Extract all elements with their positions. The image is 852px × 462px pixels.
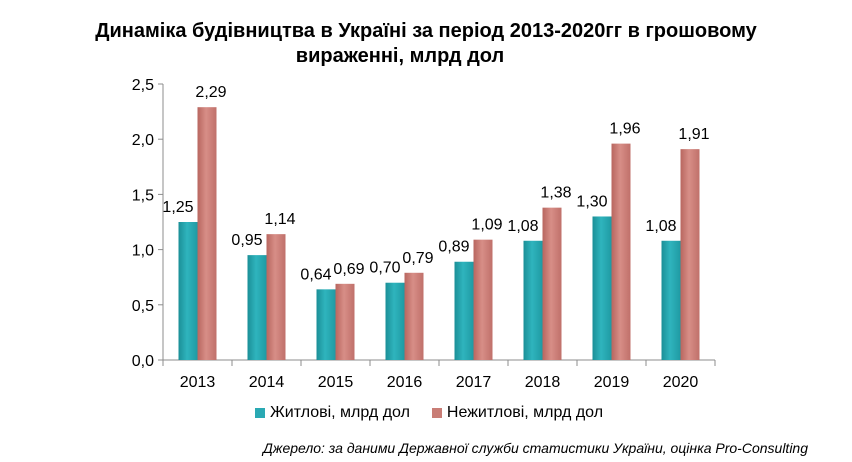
- x-tick-label: 2017: [456, 374, 492, 391]
- bar-residential: [385, 282, 405, 360]
- x-tick-label: 2018: [525, 374, 561, 391]
- x-tick-label: 2020: [663, 374, 699, 391]
- data-label-residential: 0,70: [369, 260, 400, 277]
- data-label-nonresidential: 1,09: [471, 217, 502, 234]
- data-label-residential: 1,30: [576, 193, 607, 210]
- legend-label-residential: Житлові, млрд дол: [270, 404, 410, 421]
- bar-residential: [178, 222, 198, 360]
- x-tick-label: 2014: [249, 374, 285, 391]
- source-note: Джерело: за даними Державної служби стат…: [262, 440, 808, 456]
- data-label-nonresidential: 0,69: [333, 261, 364, 278]
- data-label-nonresidential: 2,29: [195, 84, 226, 101]
- data-label-residential: 1,08: [507, 218, 538, 235]
- y-tick-label: 1,0: [132, 243, 154, 260]
- y-tick-label: 2,0: [132, 132, 154, 149]
- data-label-nonresidential: 1,14: [264, 211, 295, 228]
- y-tick-label: 2,5: [132, 77, 154, 94]
- bar-nonresidential: [266, 234, 286, 360]
- data-label-residential: 1,08: [645, 218, 676, 235]
- x-tick-label: 2013: [180, 374, 216, 391]
- legend-label-nonresidential: Нежитлові, млрд дол: [446, 404, 604, 421]
- plot-area: 0,0 0,5 1,0 1,5 2,0 2,5 2013 2014 2015 2016 2017 20…: [132, 77, 716, 391]
- bar-nonresidential: [473, 239, 493, 360]
- bar-nonresidential: [680, 149, 700, 360]
- bar-residential: [661, 240, 681, 360]
- bar-residential: [454, 261, 474, 360]
- bar-nonresidential: [335, 283, 355, 360]
- legend-swatch-nonresidential: [431, 408, 442, 418]
- bar-residential: [592, 216, 612, 360]
- legend-swatch-residential: [255, 408, 265, 418]
- chart-title-line-1: Динаміка будівництва в Україні за період…: [95, 20, 757, 42]
- bar-nonresidential: [404, 272, 424, 360]
- x-tick-label: 2016: [387, 374, 423, 391]
- data-label-residential: 0,89: [438, 239, 469, 256]
- data-label-nonresidential: 1,96: [609, 121, 640, 138]
- bar-residential: [247, 255, 267, 360]
- bar-residential: [523, 240, 543, 360]
- data-label-nonresidential: 1,91: [678, 126, 709, 143]
- x-tick-label: 2015: [318, 374, 354, 391]
- data-label-residential: 1,25: [162, 199, 193, 216]
- data-label-residential: 0,64: [300, 266, 331, 283]
- y-tick-label: 0,5: [132, 298, 154, 315]
- y-tick-label: 0,0: [132, 353, 154, 370]
- bar-residential: [316, 289, 336, 360]
- x-tick-label: 2019: [594, 374, 630, 391]
- data-label-nonresidential: 0,79: [402, 250, 433, 267]
- chart-title-line-2: вираженні, млрд дол: [295, 45, 505, 67]
- legend-item-nonresidential: Нежитлові, млрд дол: [431, 404, 604, 422]
- data-label-nonresidential: 1,38: [540, 185, 571, 202]
- y-tick-label: 1,5: [132, 187, 154, 204]
- data-label-residential: 0,95: [231, 232, 262, 249]
- legend: Житлові, млрд дол Нежитлові, млрд дол: [255, 404, 603, 422]
- bar-nonresidential: [611, 143, 631, 360]
- bar-nonresidential: [542, 207, 562, 360]
- legend-item-residential: Житлові, млрд дол: [255, 404, 410, 422]
- bar-nonresidential: [197, 107, 217, 361]
